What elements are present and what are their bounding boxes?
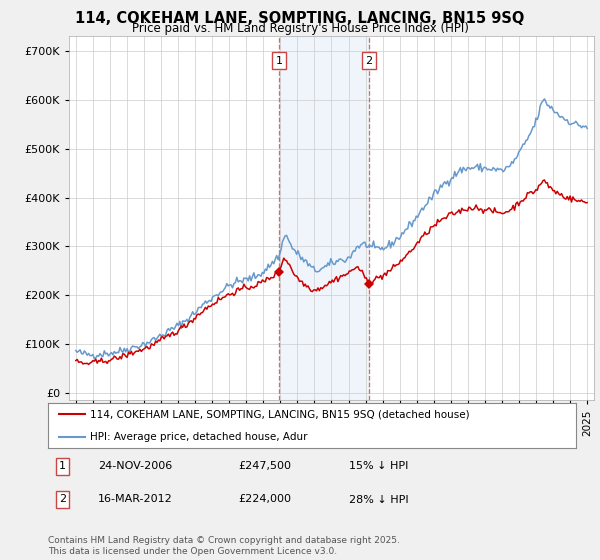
Text: 2: 2 xyxy=(59,494,67,505)
Text: Contains HM Land Registry data © Crown copyright and database right 2025.
This d: Contains HM Land Registry data © Crown c… xyxy=(48,536,400,556)
Text: 16-MAR-2012: 16-MAR-2012 xyxy=(98,494,173,505)
Text: 1: 1 xyxy=(59,461,66,472)
Text: HPI: Average price, detached house, Adur: HPI: Average price, detached house, Adur xyxy=(90,432,308,442)
Text: £224,000: £224,000 xyxy=(238,494,291,505)
Bar xyxy=(279,36,369,400)
Text: 114, COKEHAM LANE, SOMPTING, LANCING, BN15 9SQ: 114, COKEHAM LANE, SOMPTING, LANCING, BN… xyxy=(76,11,524,26)
Text: 114, COKEHAM LANE, SOMPTING, LANCING, BN15 9SQ (detached house): 114, COKEHAM LANE, SOMPTING, LANCING, BN… xyxy=(90,409,470,419)
Text: 15% ↓ HPI: 15% ↓ HPI xyxy=(349,461,409,472)
Text: Price paid vs. HM Land Registry's House Price Index (HPI): Price paid vs. HM Land Registry's House … xyxy=(131,22,469,35)
Text: £247,500: £247,500 xyxy=(238,461,291,472)
Text: 28% ↓ HPI: 28% ↓ HPI xyxy=(349,494,409,505)
Text: 24-NOV-2006: 24-NOV-2006 xyxy=(98,461,172,472)
Text: 2: 2 xyxy=(365,56,373,66)
Text: 1: 1 xyxy=(275,56,283,66)
